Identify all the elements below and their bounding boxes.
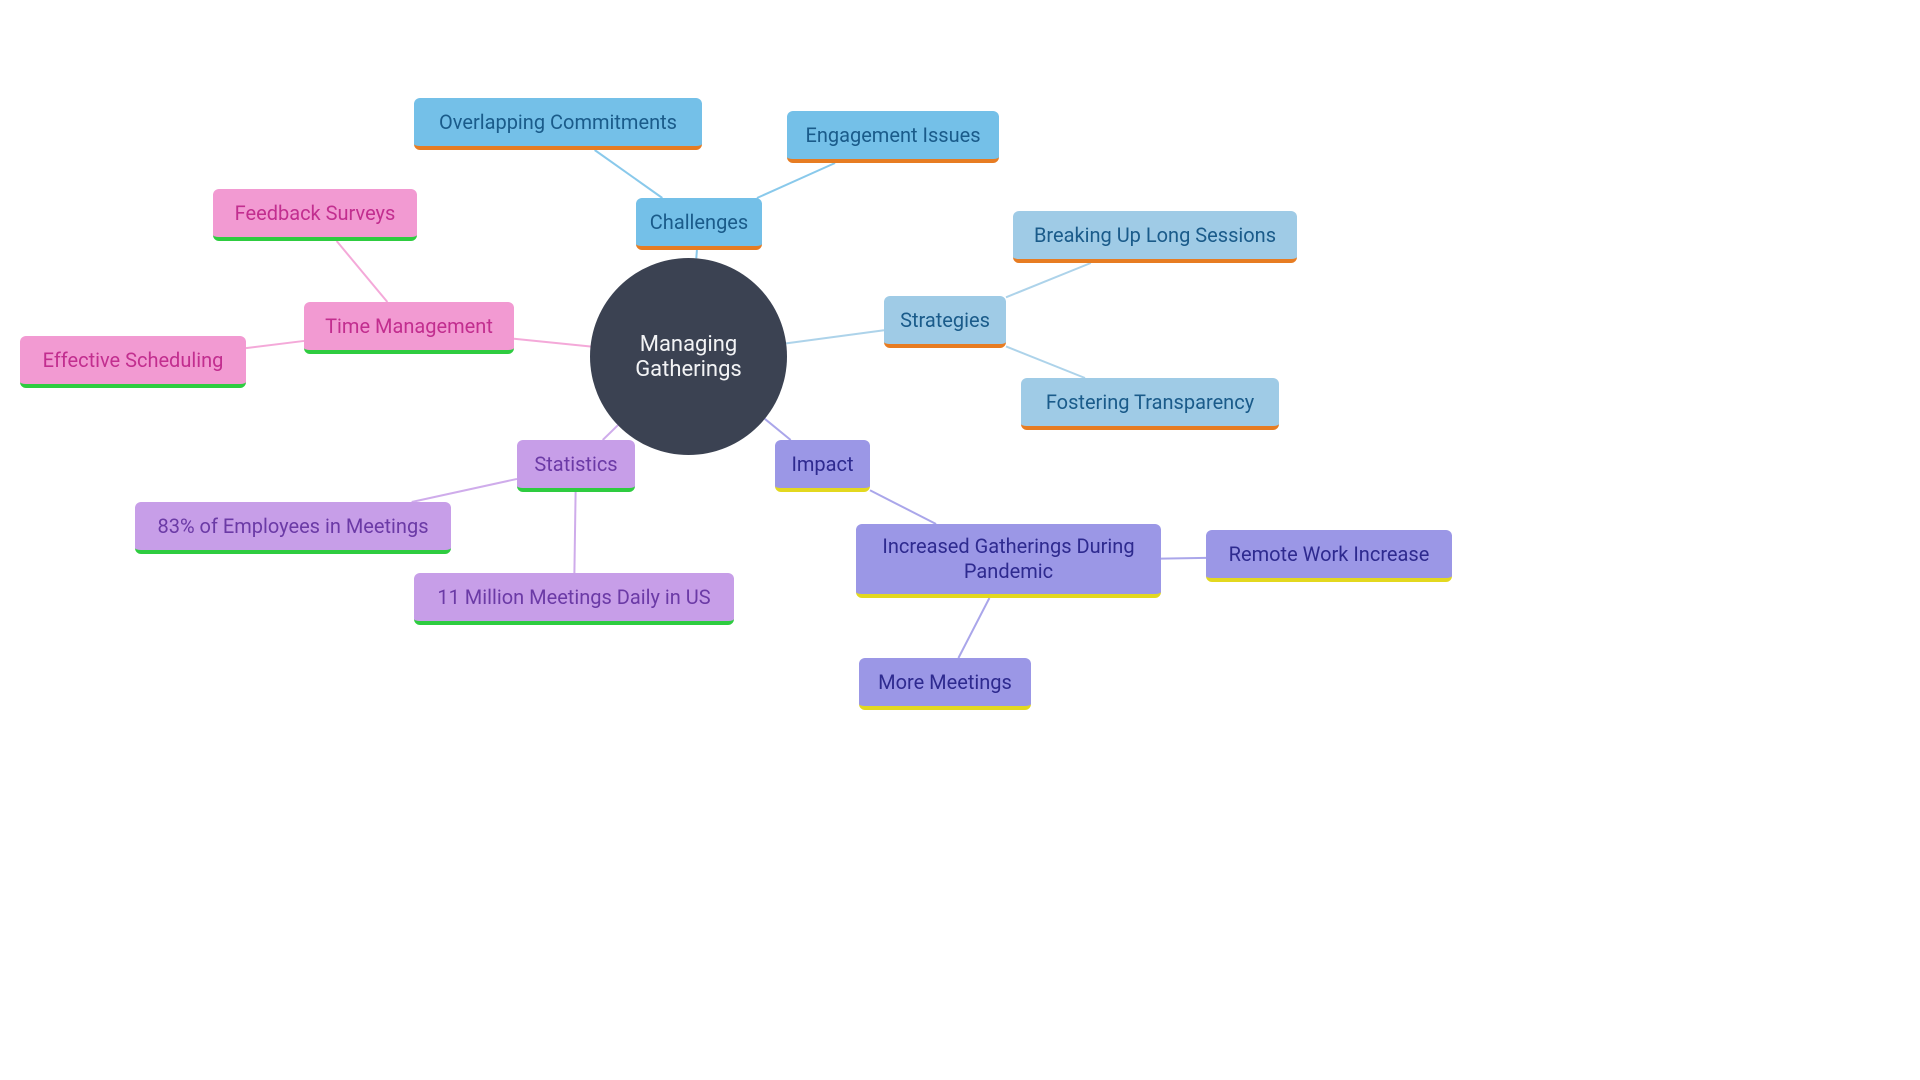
edge-strategies-breaking [1006,263,1091,297]
node-remote: Remote Work Increase [1206,530,1452,582]
node-challenges: Challenges [636,198,762,250]
node-feedback: Feedback Surveys [213,189,417,241]
edge-central-impact [765,419,791,440]
edge-impact-increased [870,490,936,524]
node-statistics: Statistics [517,440,635,492]
edge-central-timemgmt [514,339,591,347]
edge-timemgmt-feedback [337,241,388,302]
node-strategies: Strategies [884,296,1006,348]
node-timemgmt: Time Management [304,302,514,354]
node-breaking: Breaking Up Long Sessions [1013,211,1297,263]
node-fostering: Fostering Transparency [1021,378,1279,430]
edge-timemgmt-effsched [246,341,304,348]
node-overlapping: Overlapping Commitments [414,98,702,150]
edge-challenges-overlapping [595,150,663,198]
node-effsched: Effective Scheduling [20,336,246,388]
node-impact: Impact [775,440,870,492]
node-engagement: Engagement Issues [787,111,999,163]
node-more: More Meetings [859,658,1031,710]
node-stat11m: 11 Million Meetings Daily in US [414,573,734,625]
edge-increased-remote [1161,558,1206,559]
edge-increased-more [958,598,989,658]
edge-strategies-fostering [1006,346,1085,378]
edge-challenges-engagement [757,163,835,198]
central-node: Managing Gatherings [590,258,787,455]
edge-statistics-stat83 [412,479,517,502]
node-increased: Increased Gatherings During Pandemic [856,524,1161,598]
node-stat83: 83% of Employees in Meetings [135,502,451,554]
edge-statistics-stat11m [574,492,575,573]
edge-central-challenges [696,250,697,258]
edge-central-strategies [786,330,884,343]
edge-central-statistics [603,425,618,440]
